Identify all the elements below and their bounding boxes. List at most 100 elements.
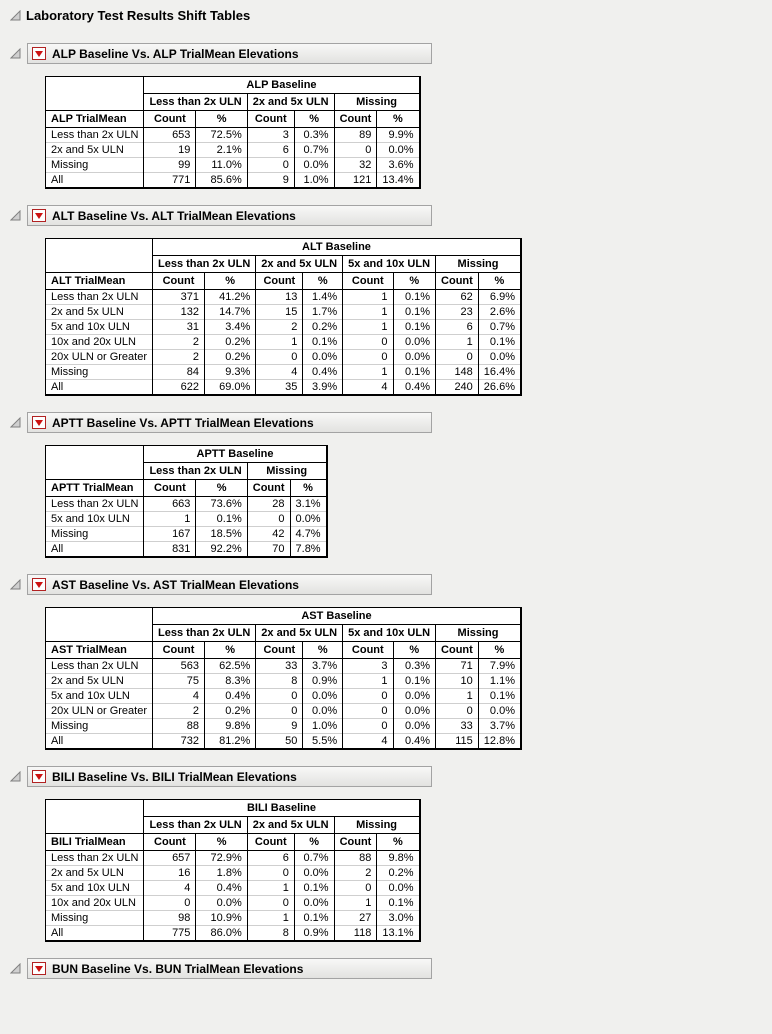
count-cell: 99	[143, 157, 197, 173]
count-cell: 32	[333, 157, 378, 173]
section-header: BUN Baseline Vs. BUN TrialMean Elevation…	[10, 958, 772, 979]
red-triangle-menu-button[interactable]	[32, 962, 46, 975]
count-cell: 240	[435, 379, 479, 395]
count-cell: 0	[342, 688, 394, 704]
disclosure-triangle-icon[interactable]	[10, 48, 21, 59]
percent-cell: 0.1%	[195, 511, 248, 527]
count-cell: 13	[255, 289, 304, 305]
disclosure-triangle-icon[interactable]	[10, 963, 21, 974]
section-title: APTT Baseline Vs. APTT TrialMean Elevati…	[52, 415, 314, 430]
column-group-header: 2x and 5x ULN	[255, 624, 344, 642]
disclosure-triangle-icon[interactable]	[10, 579, 21, 590]
disclosure-triangle-icon[interactable]	[10, 417, 21, 428]
percent-cell: 0.0%	[392, 688, 437, 704]
percent-cell: 0.0%	[392, 349, 437, 365]
section-title-bar[interactable]: ALT Baseline Vs. ALT TrialMean Elevation…	[27, 205, 432, 226]
column-group-header: Less than 2x ULN	[143, 462, 248, 480]
percent-cell: 0.9%	[293, 925, 335, 941]
disclosure-triangle-icon[interactable]	[10, 210, 21, 221]
count-cell: 0	[342, 334, 394, 350]
red-triangle-icon	[35, 965, 43, 972]
table-row: 2x and 5x ULN 132 14.7% 15 1.7% 1 0.1% 23 2.6%	[45, 304, 522, 320]
percent-cell: 26.6%	[477, 379, 522, 395]
table-row: 20x ULN or Greater 2 0.2% 0 0.0% 0 0.0% 0 0.0%	[45, 349, 522, 365]
red-triangle-menu-button[interactable]	[32, 578, 46, 591]
section-title-bar[interactable]: ALP Baseline Vs. ALP TrialMean Elevation…	[27, 43, 432, 64]
outline-section: BILI Baseline Vs. BILI TrialMean Elevati…	[8, 766, 772, 942]
header-row-stats: AST TrialMean Count% Count% Count% Count%	[45, 641, 522, 659]
percent-cell: 0.0%	[302, 703, 344, 719]
column-group-header: 2x and 5x ULN	[255, 255, 344, 273]
baseline-group-header: AST Baseline	[151, 607, 522, 625]
row-label: 2x and 5x ULN	[45, 304, 153, 320]
count-cell: 16	[143, 865, 197, 881]
table-row: Less than 2x ULN 371 41.2% 13 1.4% 1 0.1% 62 6.9…	[45, 289, 522, 305]
count-cell: 663	[143, 496, 197, 512]
disclosure-triangle-icon[interactable]	[10, 10, 21, 21]
count-cell: 1	[435, 688, 479, 704]
percent-cell: 0.2%	[203, 334, 257, 350]
percent-cell: 3.4%	[203, 319, 257, 335]
count-header: Count	[246, 833, 295, 851]
row-dimension-header: AST TrialMean	[45, 641, 153, 659]
section-title-bar[interactable]: BILI Baseline Vs. BILI TrialMean Elevati…	[27, 766, 432, 787]
baseline-group-header: BILI Baseline	[143, 799, 421, 817]
percent-cell: 0.0%	[477, 349, 522, 365]
percent-cell: 0.1%	[392, 364, 437, 380]
percent-header: %	[293, 110, 335, 128]
column-group-header: Missing	[435, 624, 522, 642]
header-row-stats: BILI TrialMean Count% Count% Count%	[44, 833, 421, 851]
row-label: Less than 2x ULN	[44, 127, 145, 143]
red-triangle-menu-button[interactable]	[32, 209, 46, 222]
table-row: 5x and 10x ULN 31 3.4% 2 0.2% 1 0.1% 6 0.7%	[45, 319, 522, 335]
disclosure-triangle-icon[interactable]	[10, 771, 21, 782]
count-header: Count	[143, 479, 197, 497]
table-row: Missing 167 18.5% 42 4.7%	[44, 526, 328, 542]
report-title-bar: Laboratory Test Results Shift Tables	[8, 6, 772, 27]
percent-cell: 3.7%	[477, 718, 522, 734]
count-cell: 0	[342, 349, 394, 365]
section-title: AST Baseline Vs. AST TrialMean Elevation…	[52, 577, 299, 592]
row-label: 10x and 20x ULN	[45, 334, 153, 350]
count-header: Count	[342, 272, 394, 290]
table-row: 10x and 20x ULN 2 0.2% 1 0.1% 0 0.0% 1 0.1%	[45, 334, 522, 350]
red-triangle-menu-button[interactable]	[32, 770, 46, 783]
shift-table: ALT Baseline Less than 2x ULN 2x and 5x UL…	[45, 238, 522, 396]
section-title-bar[interactable]: APTT Baseline Vs. APTT TrialMean Elevati…	[27, 412, 432, 433]
count-cell: 28	[246, 496, 291, 512]
red-triangle-menu-button[interactable]	[32, 416, 46, 429]
percent-cell: 69.0%	[203, 379, 257, 395]
percent-cell: 41.2%	[203, 289, 257, 305]
percent-cell: 12.8%	[477, 733, 522, 749]
count-cell: 0	[435, 349, 479, 365]
count-cell: 121	[333, 172, 378, 188]
baseline-group-header: ALP Baseline	[143, 76, 421, 94]
count-cell: 0	[333, 142, 378, 158]
percent-cell: 13.1%	[376, 925, 421, 941]
percent-cell: 0.4%	[302, 364, 344, 380]
section-title-bar[interactable]: AST Baseline Vs. AST TrialMean Elevation…	[27, 574, 432, 595]
percent-cell: 0.0%	[376, 142, 421, 158]
count-cell: 75	[151, 673, 205, 689]
count-header: Count	[151, 272, 205, 290]
table-head: AST Baseline Less than 2x ULN 2x and 5x UL…	[45, 607, 522, 659]
row-label: 5x and 10x ULN	[45, 688, 153, 704]
row-label: Missing	[45, 364, 153, 380]
count-header: Count	[333, 833, 378, 851]
row-label: 2x and 5x ULN	[44, 142, 145, 158]
percent-header: %	[289, 479, 328, 497]
percent-cell: 0.4%	[392, 733, 437, 749]
table-row: All 771 85.6% 9 1.0% 121 13.4%	[44, 172, 421, 188]
table-container: BILI Baseline Less than 2x ULN 2x and 5x U…	[44, 799, 772, 942]
table-head: BILI Baseline Less than 2x ULN 2x and 5x U…	[44, 799, 421, 851]
percent-header: %	[302, 641, 344, 659]
row-label: 10x and 20x ULN	[44, 895, 145, 911]
red-triangle-menu-button[interactable]	[32, 47, 46, 60]
table-container: ALT Baseline Less than 2x ULN 2x and 5x UL…	[45, 238, 772, 396]
column-group-header: 5x and 10x ULN	[342, 624, 437, 642]
section-title-bar[interactable]: BUN Baseline Vs. BUN TrialMean Elevation…	[27, 958, 432, 979]
count-cell: 3	[246, 127, 295, 143]
count-cell: 4	[151, 688, 205, 704]
percent-cell: 81.2%	[203, 733, 257, 749]
table-row: Missing 99 11.0% 0 0.0% 32 3.6%	[44, 157, 421, 173]
